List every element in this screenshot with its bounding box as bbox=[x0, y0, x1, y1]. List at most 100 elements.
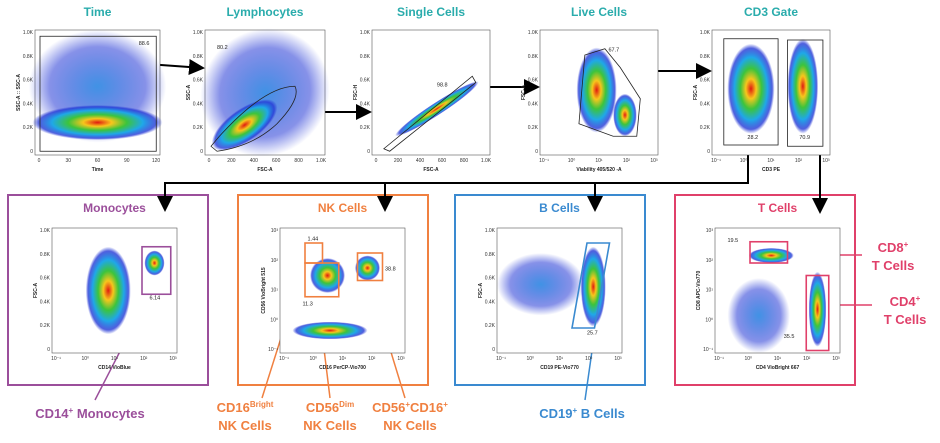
x-tick-label: 10² bbox=[803, 356, 811, 362]
superscript: Bright bbox=[250, 400, 274, 409]
x-tick-label: 10¹ bbox=[595, 158, 603, 164]
label-text: NK Cells bbox=[218, 418, 271, 433]
x-tick-label: 600 bbox=[438, 158, 447, 164]
y-tick-label: 10³ bbox=[271, 228, 279, 234]
density-cloud bbox=[727, 43, 775, 134]
y-tick-label: 0.2K bbox=[193, 125, 204, 131]
monocyte-box bbox=[7, 194, 209, 386]
y-tick-label: 10³ bbox=[706, 228, 714, 234]
y-tick-label: 0.6K bbox=[23, 78, 34, 84]
x-tick-label: 10² bbox=[585, 356, 593, 362]
y-axis-label: SSC-A bbox=[186, 84, 192, 100]
x-axis-label: CD14 VioBlue bbox=[98, 365, 131, 371]
density-cloud bbox=[211, 99, 278, 151]
gate bbox=[141, 245, 172, 296]
x-tick-label: 10⁰ bbox=[309, 356, 317, 362]
y-tick-label: 1.0K bbox=[485, 228, 496, 234]
density-cloud bbox=[32, 105, 163, 140]
gate bbox=[787, 39, 824, 147]
x-tick-label: 10² bbox=[368, 356, 376, 362]
density-cloud bbox=[292, 321, 368, 340]
y-tick-label: 0.2K bbox=[528, 125, 539, 131]
gate bbox=[39, 35, 157, 152]
label-text: T Cells bbox=[884, 312, 927, 327]
y-tick-label: 0.8K bbox=[528, 54, 539, 60]
gate-value: 35.5 bbox=[784, 334, 795, 340]
panel-title: T Cells bbox=[758, 201, 798, 215]
x-axis-label: Viability 405/520 -A bbox=[576, 167, 622, 173]
label-text: CD16 bbox=[217, 400, 250, 415]
superscript: + bbox=[405, 400, 410, 409]
y-tick-label: 0.4K bbox=[485, 299, 496, 305]
x-tick-label: 10⁻¹ bbox=[714, 356, 724, 362]
y-tick-label: 0.4K bbox=[528, 101, 539, 107]
callout-label: T Cells bbox=[884, 312, 927, 327]
y-axis-label: SSC-A :: SSC-A bbox=[16, 74, 22, 111]
x-tick-label: 10³ bbox=[822, 158, 830, 164]
y-tick-label: 10⁻¹ bbox=[268, 347, 278, 353]
y-tick-label: 10¹ bbox=[706, 288, 714, 294]
x-tick-label: 90 bbox=[124, 158, 130, 164]
x-tick-label: 400 bbox=[416, 158, 425, 164]
panel-title: Single Cells bbox=[397, 5, 465, 19]
gate-value: 1.44 bbox=[308, 237, 319, 243]
x-tick-label: 1.0K bbox=[316, 158, 327, 164]
x-tick-label: 10⁰ bbox=[81, 356, 89, 362]
y-tick-label: 0.6K bbox=[485, 276, 496, 282]
density-cloud bbox=[355, 255, 380, 281]
density-cloud bbox=[497, 253, 585, 316]
x-tick-label: 10³ bbox=[650, 158, 658, 164]
gate-value: 38.8 bbox=[385, 267, 396, 273]
y-tick-label: 10⁰ bbox=[270, 317, 278, 323]
y-tick-label: 1.0K bbox=[40, 228, 51, 234]
callout-label: CD14+ Monocytes bbox=[35, 406, 144, 421]
y-tick-label: 0.8K bbox=[700, 54, 711, 60]
x-tick-label: 10³ bbox=[614, 356, 622, 362]
x-tick-label: 10⁰ bbox=[568, 158, 576, 164]
density-cloud bbox=[580, 246, 606, 327]
x-tick-label: 10⁰ bbox=[740, 158, 748, 164]
x-tick-label: 60 bbox=[95, 158, 101, 164]
gate-value: 19.5 bbox=[728, 238, 739, 244]
panel-title: NK Cells bbox=[318, 201, 368, 215]
callout-label: CD8+ bbox=[878, 240, 909, 255]
superscript: Dim bbox=[339, 400, 354, 409]
y-tick-label: 1.0K bbox=[193, 30, 204, 36]
y-tick-label: 0.2K bbox=[700, 125, 711, 131]
x-tick-label: 10⁻¹ bbox=[279, 356, 289, 362]
y-tick-label: 0.4K bbox=[40, 299, 51, 305]
y-tick-label: 0.8K bbox=[360, 54, 371, 60]
y-tick-label: 10⁻¹ bbox=[703, 347, 713, 353]
density-cloud bbox=[144, 250, 165, 276]
y-axis-label: CD8 APC-Vio770 bbox=[696, 271, 702, 311]
y-axis-label: FSC-H bbox=[353, 84, 359, 100]
x-axis-label: FSC-A bbox=[257, 167, 273, 173]
callout-label: NK Cells bbox=[383, 418, 436, 433]
x-tick-label: 10² bbox=[623, 158, 631, 164]
label-text: T Cells bbox=[872, 258, 915, 273]
y-tick-label: 0.4K bbox=[193, 101, 204, 107]
gate bbox=[571, 242, 611, 329]
x-tick-label: 10³ bbox=[169, 356, 177, 362]
y-tick-label: 0 bbox=[367, 149, 370, 155]
gate-value: 70.9 bbox=[799, 135, 810, 141]
x-tick-label: 10¹ bbox=[339, 356, 347, 362]
y-tick-label: 0.8K bbox=[40, 252, 51, 258]
y-tick-label: 0.6K bbox=[193, 78, 204, 84]
y-tick-label: 0.6K bbox=[528, 78, 539, 84]
y-tick-label: 0.8K bbox=[485, 252, 496, 258]
density-cloud bbox=[808, 271, 827, 347]
y-tick-label: 0 bbox=[200, 149, 203, 155]
y-tick-label: 0.4K bbox=[700, 101, 711, 107]
panel-title: B Cells bbox=[539, 201, 580, 215]
panel-title: Time bbox=[84, 5, 112, 19]
x-tick-label: 10⁻¹ bbox=[539, 158, 549, 164]
x-tick-label: 1.0K bbox=[481, 158, 492, 164]
x-tick-label: 200 bbox=[227, 158, 236, 164]
gate bbox=[383, 75, 477, 152]
label-text: B Cells bbox=[577, 406, 625, 421]
y-axis-label: FSC-A bbox=[693, 84, 699, 100]
gate bbox=[723, 38, 779, 146]
y-axis-label: FSC-A bbox=[33, 282, 39, 298]
label-text: CD19 bbox=[539, 406, 572, 421]
